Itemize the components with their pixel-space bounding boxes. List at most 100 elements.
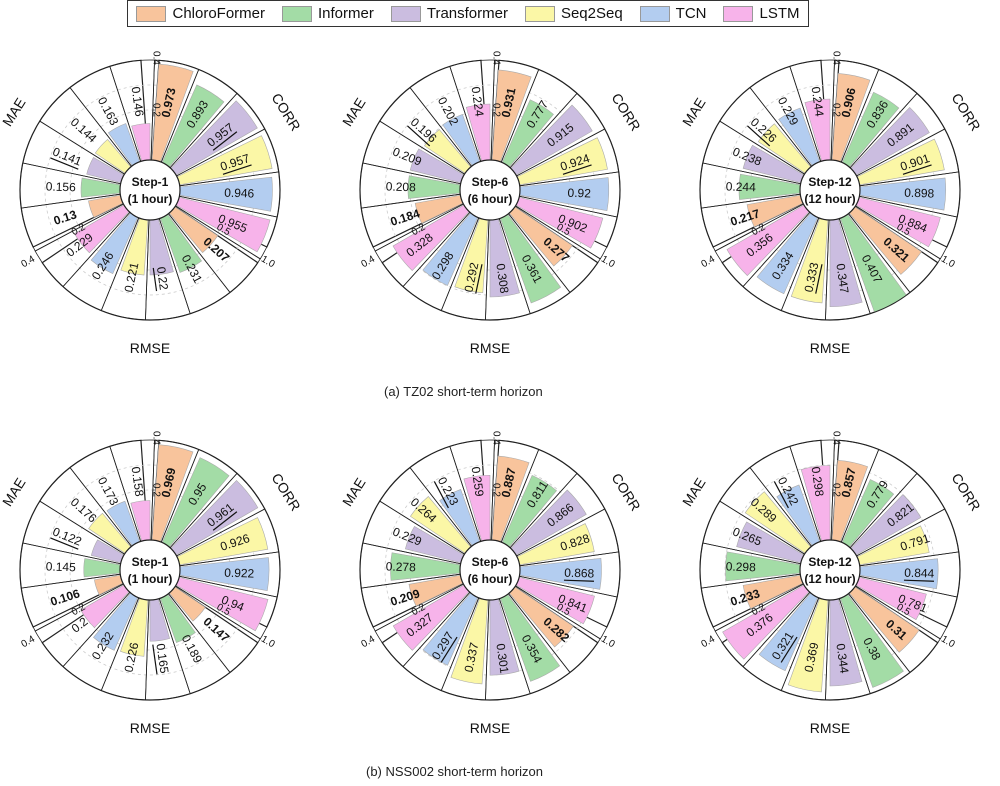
value-label-rmse: 0.301 [493,643,511,675]
center-subtitle: (6 hour) [468,572,513,586]
center-title: Step-12 [808,175,852,189]
metric-label-corr: CORR [268,90,303,133]
legend-swatch [723,5,754,22]
legend-swatch [136,5,167,22]
tick-label: 0.4 [151,431,162,445]
center-hub [459,539,521,601]
center-subtitle: (1 hour) [128,572,173,586]
value-label-mae: 0.145 [46,559,77,574]
metric-label-rmse: RMSE [130,340,170,356]
legend-label: Transformer [426,5,508,22]
center-subtitle: (12 hour) [804,572,855,586]
tick-label: 0.4 [699,634,717,651]
legend: ChloroFormer Informer Transformer Seq2Seq TC… [127,0,809,27]
center-title: Step-6 [472,555,509,569]
legend-item: LSTM [723,5,800,22]
legend-item: TCN [639,5,707,22]
value-label-mae: 0.158 [129,466,147,498]
value-label-corr: 0.946 [224,186,255,201]
value-label-mae: 0.259 [469,466,487,498]
value-label-mae: 0.244 [809,86,827,118]
value-label-mae: 0.278 [386,559,417,574]
value-label-mae: 0.298 [726,559,757,574]
legend-label: Informer [318,5,374,22]
value-label-rmse: 0.226 [121,641,141,674]
center-subtitle: (1 hour) [128,192,173,206]
center-subtitle: (12 hour) [804,192,855,206]
metric-label-rmse: RMSE [470,340,510,356]
center-hub [799,539,861,601]
center-title: Step-12 [808,555,852,569]
value-label-rmse: 0.22 [154,266,171,291]
value-label-mae: 0.122 [51,524,84,548]
value-label-rmse: 0.344 [833,643,851,675]
value-label-corr: 0.887 [499,466,519,499]
tick-label: 0.2 [831,483,842,497]
tick-label: 0.4 [831,51,842,65]
tick-label: 0.4 [19,254,37,271]
metric-label-corr: CORR [948,470,983,513]
legend-label: LSTM [759,5,800,22]
caption-b: (b) NSS002 short-term horizon [366,764,544,779]
value-label-corr: 0.898 [904,186,935,201]
tick-label: 0.4 [151,51,162,65]
value-label-mae: 0.208 [386,179,417,194]
legend-label: ChloroFormer [172,5,266,22]
value-label-corr: 0.868 [564,566,595,581]
legend-swatch [282,5,312,22]
metric-label-rmse: RMSE [130,720,170,736]
value-label-corr: 0.92 [567,186,591,201]
center-title: Step-1 [132,555,169,569]
value-label-rmse: 0.337 [461,641,481,674]
tick-label: 0.4 [831,431,842,445]
value-label-corr: 0.844 [904,566,935,581]
legend-swatch [524,5,555,22]
metric-label-corr: CORR [608,470,643,513]
value-label-corr: 0.906 [839,86,859,119]
center-title: Step-6 [472,175,509,189]
metric-label-mae: MAE [679,95,709,129]
value-label-rmse: 0.369 [801,641,821,674]
value-label-mae: 0.173 [95,475,122,508]
value-label-rmse: 0.189 [179,632,206,665]
value-label-rmse: 0.221 [121,261,141,294]
metric-label-mae: MAE [0,475,29,509]
center-hub [799,159,861,221]
center-hub [459,159,521,221]
value-label-corr: 0.857 [839,466,859,499]
value-label-mae: 0.13 [52,207,79,228]
value-label-mae: 0.141 [51,144,84,168]
value-label-rmse: 0.165 [153,643,171,675]
value-label-corr: 0.931 [499,86,519,119]
metric-label-rmse: RMSE [810,340,850,356]
legend-label: Seq2Seq [560,5,623,22]
metric-label-corr: CORR [608,90,643,133]
legend-swatch [390,5,421,22]
tick-label: 0.4 [359,254,377,271]
value-label-mae: 0.156 [46,179,77,194]
center-title: Step-1 [132,175,169,189]
caption-a: (a) TZ02 short-term horizon [384,384,543,399]
value-label-mae: 0.146 [129,86,147,118]
value-label-mae: 0.244 [726,179,757,194]
tick-label: 0.4 [491,431,502,445]
value-label-corr: 0.973 [159,86,179,119]
metric-label-mae: MAE [339,475,369,509]
tick-label: 0.2 [151,483,162,497]
metric-label-rmse: RMSE [810,720,850,736]
legend-item: ChloroFormer [136,5,265,22]
tick-label: 0.4 [491,51,502,65]
tick-label: 0.2 [491,483,502,497]
legend-item: Informer [282,5,374,22]
value-label-corr: 0.969 [159,466,179,499]
tick-label: 0.4 [19,634,37,651]
tick-label: 0.2 [491,103,502,117]
metric-label-mae: MAE [679,475,709,509]
legend-item: Transformer [390,5,508,22]
metric-label-corr: CORR [268,470,303,513]
value-label-rmse: 0.308 [493,263,511,295]
